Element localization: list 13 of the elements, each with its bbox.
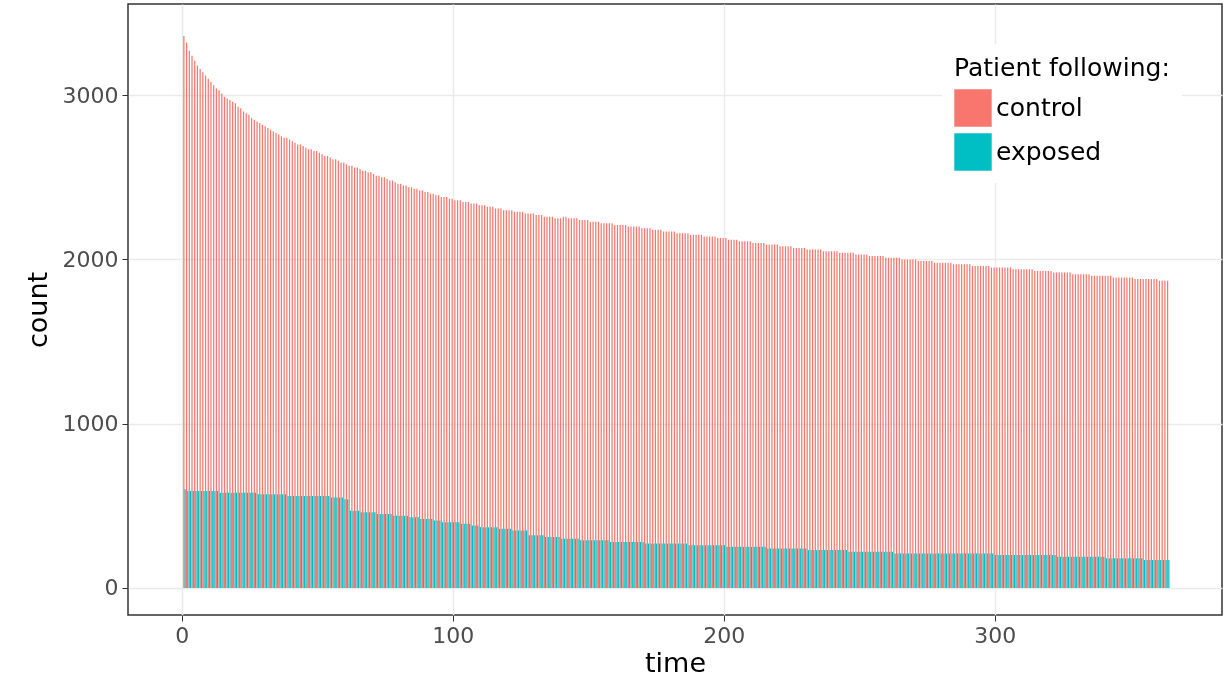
x-tick-label: 100 [432, 622, 475, 648]
y-tick-label: 1000 [62, 411, 119, 437]
x-tick-label: 300 [974, 622, 1017, 648]
legend-label: exposed [996, 137, 1102, 166]
y-tick-label: 0 [104, 575, 119, 601]
x-tick-label: 0 [175, 622, 190, 648]
legend-title: Patient following: [954, 53, 1170, 82]
legend-label: control [996, 93, 1083, 122]
y-axis-title: count [21, 271, 53, 349]
y-tick-label: 2000 [62, 246, 119, 272]
x-tick-label: 200 [703, 622, 746, 648]
x-axis-title: time [644, 646, 707, 678]
y-tick-label: 3000 [62, 82, 119, 108]
